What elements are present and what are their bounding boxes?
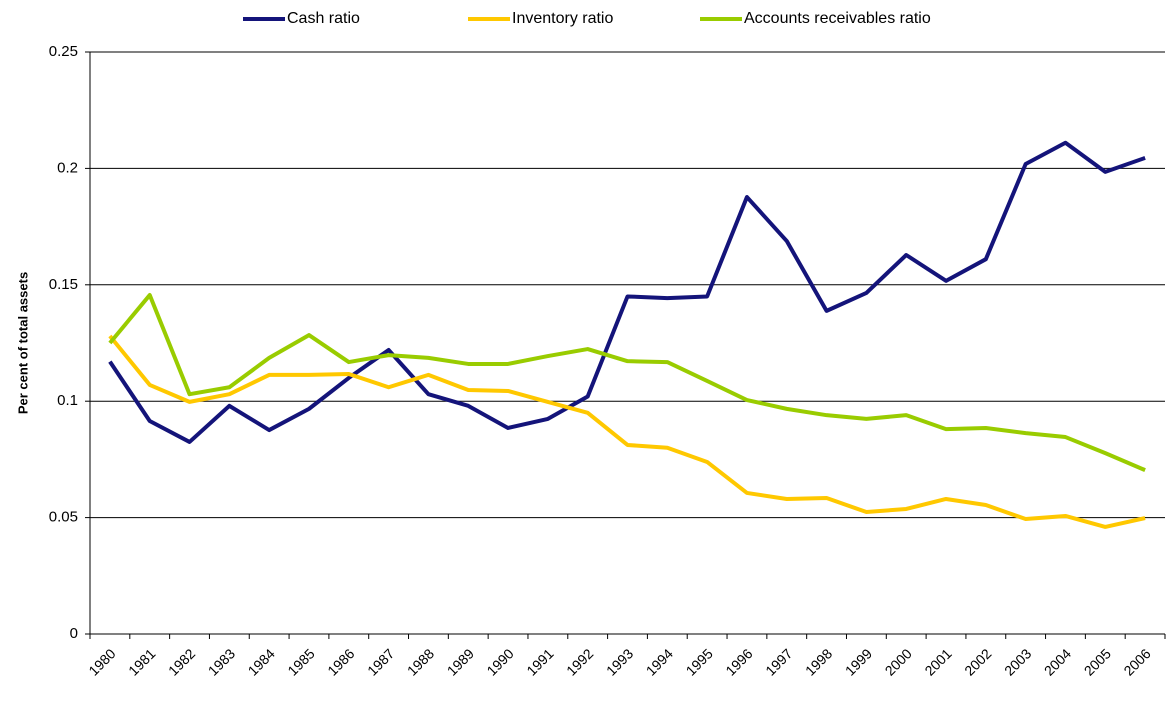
x-tick-label: 2006 xyxy=(1120,645,1153,678)
x-tick-label: 1995 xyxy=(683,645,716,678)
x-tick-label: 1996 xyxy=(722,645,755,678)
x-tick-label: 1980 xyxy=(85,645,118,678)
x-tick-label: 1998 xyxy=(802,645,835,678)
series-line xyxy=(108,293,1146,472)
x-tick-label: 1994 xyxy=(643,645,676,678)
x-tick-label: 1985 xyxy=(284,645,317,678)
x-tick-label: 1989 xyxy=(444,645,477,678)
legend-label: Cash ratio xyxy=(287,10,360,27)
x-tick-label: 1991 xyxy=(523,645,556,678)
x-tick-label: 2000 xyxy=(882,645,915,678)
series-line xyxy=(108,334,1146,529)
x-tick-label: 1992 xyxy=(563,645,596,678)
x-tick-label: 1999 xyxy=(842,645,875,678)
series-line xyxy=(108,140,1146,444)
y-tick-label: 0.15 xyxy=(49,276,78,293)
x-tick-label: 2002 xyxy=(961,645,994,678)
x-tick-label: 2001 xyxy=(921,645,954,678)
x-tick-label: 2005 xyxy=(1081,645,1114,678)
y-axis-label: Per cent of total assets xyxy=(15,272,30,414)
x-tick-label: 1988 xyxy=(404,645,437,678)
x-tick-label: 1997 xyxy=(762,645,795,678)
x-tick-label: 1993 xyxy=(603,645,636,678)
x-tick-label: 1986 xyxy=(324,645,357,678)
x-tick-label: 1983 xyxy=(205,645,238,678)
x-tick-label: 1984 xyxy=(245,645,278,678)
x-tick-label: 2004 xyxy=(1041,645,1074,678)
y-tick-label: 0.1 xyxy=(57,392,78,409)
y-tick-label: 0 xyxy=(70,625,78,642)
y-tick-label: 0.05 xyxy=(49,509,78,526)
legend-label: Accounts receivables ratio xyxy=(744,10,931,27)
x-tick-label: 2003 xyxy=(1001,645,1034,678)
legend-label: Inventory ratio xyxy=(512,10,613,27)
x-tick-label: 1982 xyxy=(165,645,198,678)
y-tick-label: 0.2 xyxy=(57,159,78,176)
x-tick-label: 1981 xyxy=(125,645,158,678)
y-tick-label: 0.25 xyxy=(49,43,78,60)
x-tick-label: 1987 xyxy=(364,645,397,678)
x-tick-label: 1990 xyxy=(483,645,516,678)
